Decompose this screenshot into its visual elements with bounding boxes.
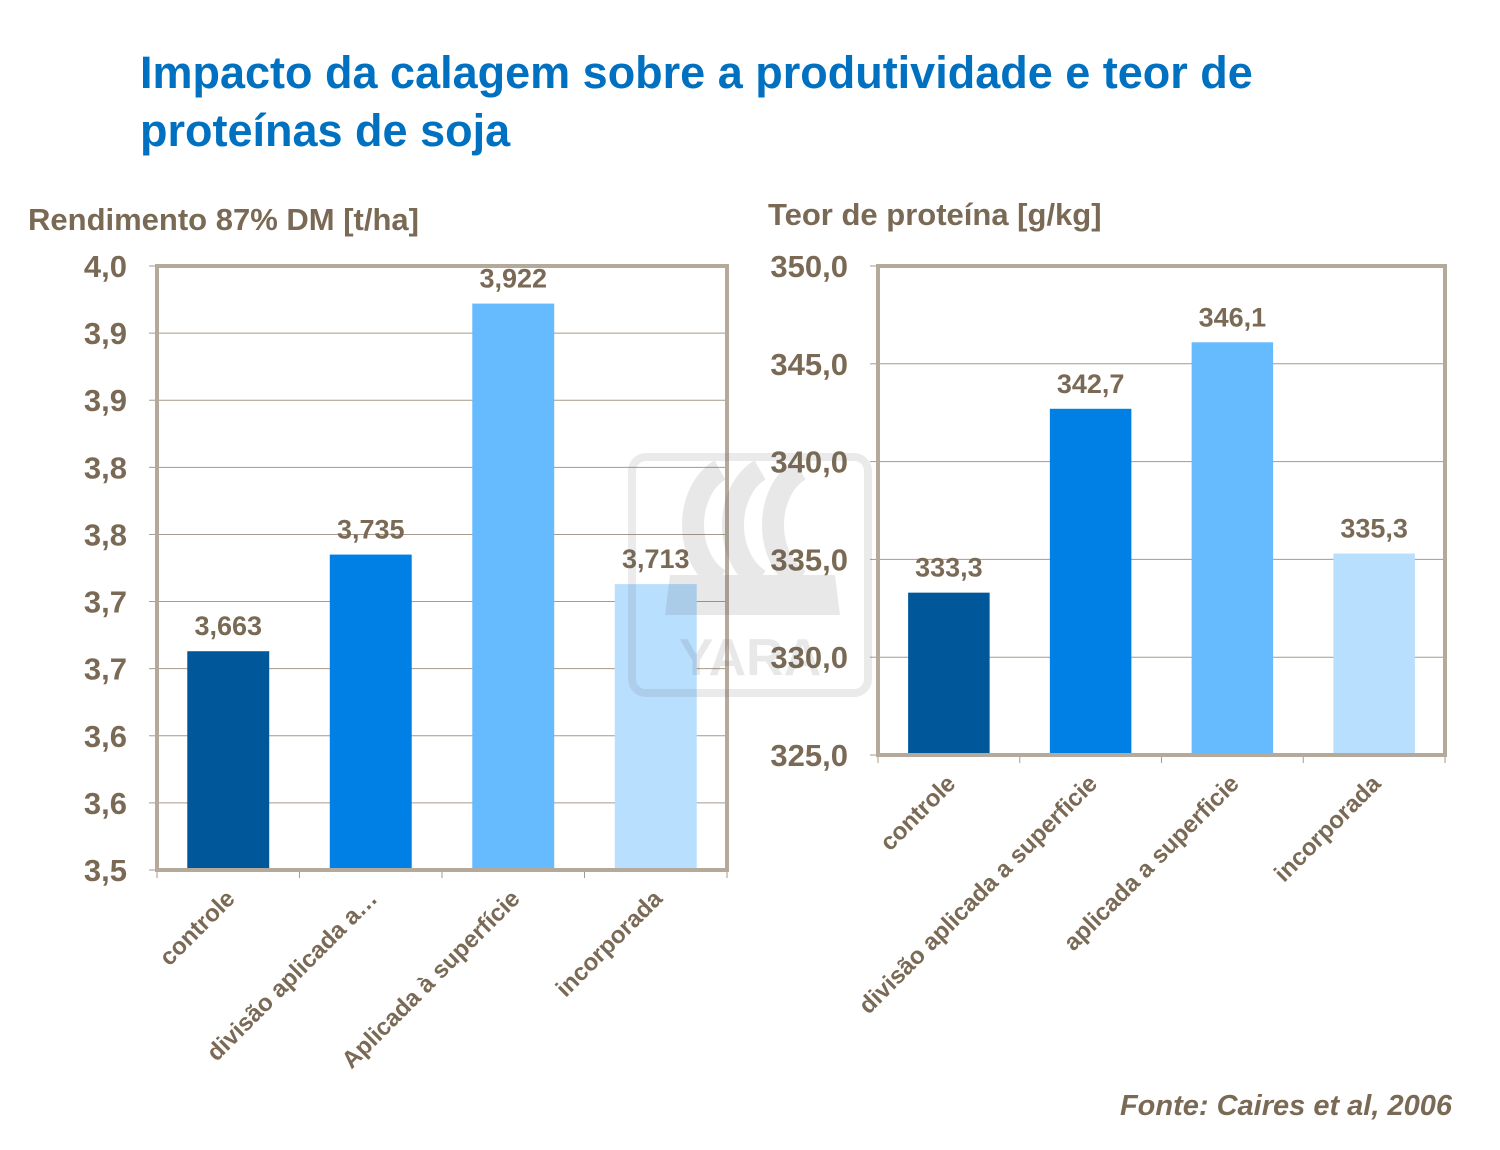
chart-2-data-label: 342,7: [1057, 369, 1125, 399]
chart-1-y-tick-label: 3,8: [84, 517, 127, 552]
chart-1-y-tick-label: 3,9: [84, 316, 127, 351]
chart-1-y-tick-label: 3,5: [84, 853, 127, 888]
chart-1-y-tick-label: 3,9: [84, 383, 127, 418]
chart-2-bar-1: [908, 592, 990, 755]
chart-1-bar-4: [614, 584, 697, 870]
chart-1-y-tick-label: 3,7: [84, 652, 127, 687]
chart-1-y-tick-label: 3,8: [84, 450, 127, 485]
chart-2-y-tick-label: 335,0: [770, 542, 848, 577]
left-chart-title: Rendimento 87% DM [t/ha]: [28, 202, 419, 237]
chart-1-category-label: incorporada: [551, 885, 669, 1003]
chart-1-y-tick-label: 3,6: [84, 786, 127, 821]
chart-1-y-tick-label: 3,7: [84, 585, 127, 620]
chart-2-bar-2: [1049, 408, 1132, 755]
chart-1-data-label: 3,735: [337, 515, 405, 545]
chart-2-category-label: incorporada: [1269, 770, 1387, 888]
chart-2-category-label: controle: [875, 770, 961, 856]
chart-2-bar-4: [1333, 553, 1415, 755]
chart-2-y-tick-label: 345,0: [770, 347, 848, 382]
chart-1-bar-1: [187, 651, 270, 870]
chart-2-bar-3: [1191, 342, 1274, 755]
chart-2-data-label: 335,3: [1340, 514, 1408, 544]
chart-2-category-label: divisão aplicada a superficie: [854, 770, 1103, 1019]
chart-2-data-label: 333,3: [915, 553, 983, 583]
chart-1-data-label: 3,713: [622, 544, 690, 574]
yara-logo-watermark: YARA: [628, 453, 872, 697]
right-chart-title: Teor de proteína [g/kg]: [768, 197, 1102, 232]
watermark-text: YARA: [679, 629, 822, 687]
chart-1-y-tick-label: 4,0: [84, 249, 127, 284]
chart-2-data-label: 346,1: [1199, 302, 1267, 332]
chart-2-y-tick-label: 330,0: [770, 640, 848, 675]
chart-1-plot-frame: [155, 264, 729, 872]
chart-2-y-tick-label: 325,0: [770, 738, 848, 773]
chart-1-data-label: 3,922: [479, 264, 547, 294]
chart-2-y-tick-label: 350,0: [770, 249, 848, 284]
chart-1-data-label: 3,663: [194, 611, 262, 641]
chart-1-category-label: controle: [154, 885, 240, 971]
chart-2-plot-frame: [876, 264, 1447, 757]
page-title: Impacto da calagem sobre a produtividade…: [140, 47, 1253, 156]
chart-1-bar-2: [329, 554, 412, 870]
source-citation: Fonte: Caires et al, 2006: [1119, 1090, 1452, 1122]
chart-1-y-tick-label: 3,6: [84, 719, 127, 754]
chart-2-y-tick-label: 340,0: [770, 445, 848, 480]
chart-1-bar-3: [472, 303, 555, 870]
